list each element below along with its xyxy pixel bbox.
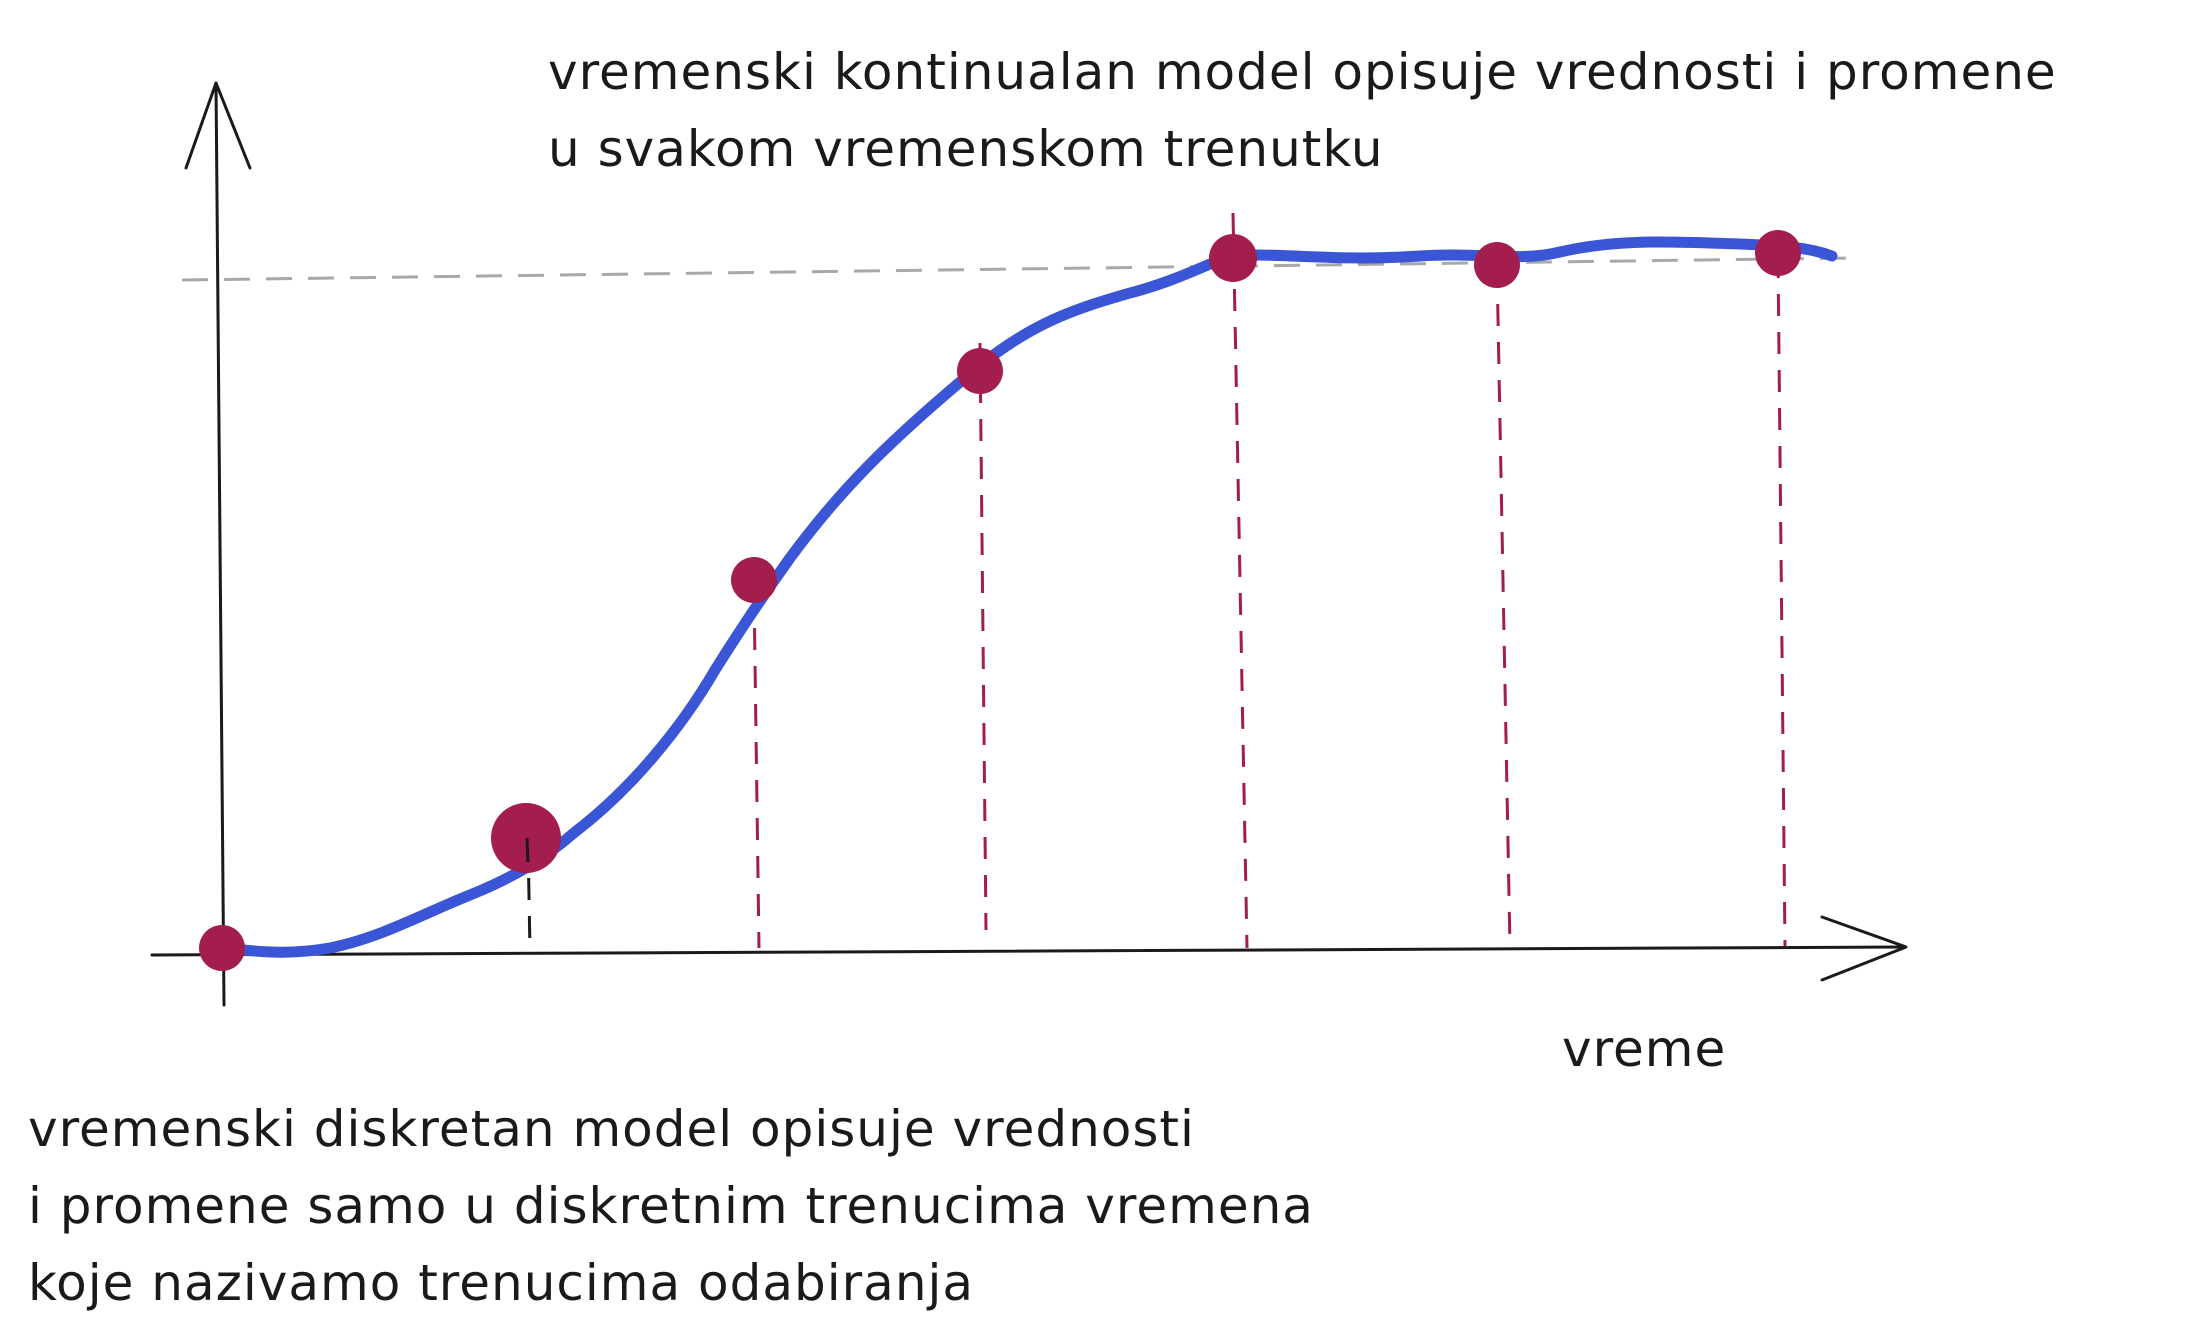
plateau-reference-line	[181, 256, 1853, 282]
sample-guide-line-t6	[1776, 255, 1787, 947]
sample-point-t0	[199, 925, 245, 971]
continuous-model-caption: vremenski kontinualan model opisuje vred…	[548, 34, 2057, 188]
continuous-curve	[216, 236, 1838, 958]
sample-guide-line-t4	[1231, 212, 1249, 949]
y-axis	[214, 81, 226, 1007]
sample-point-t3	[957, 348, 1003, 394]
sample-point-t4	[1209, 234, 1257, 282]
x-axis	[150, 945, 1902, 957]
sampling-guide-lines	[526, 212, 1787, 953]
discrete-caption-line-1: vremenski diskretan model opisuje vredno…	[28, 1100, 1195, 1158]
sample-point-t2	[731, 557, 777, 603]
discrete-model-caption: vremenski diskretan model opisuje vredno…	[28, 1091, 1314, 1322]
sample-guide-line-t2	[752, 589, 761, 949]
sample-guide-line-t3	[978, 342, 988, 931]
y-axis-arrowhead	[184, 81, 252, 170]
continuous-caption-line-2: u svakom vremenskom trenutku	[548, 120, 1384, 178]
sample-guide-line-t5	[1495, 265, 1512, 949]
sample-tick-t1	[525, 837, 530, 863]
discrete-caption-line-2: i promene samo u diskretnim trenucima vr…	[28, 1177, 1314, 1235]
continuous-caption-line-1: vremenski kontinualan model opisuje vred…	[548, 43, 2057, 101]
sample-point-t1	[491, 803, 561, 873]
sample-point-t6	[1755, 230, 1801, 276]
sample-points	[199, 230, 1801, 971]
time-axis-label: vreme	[1562, 1020, 1727, 1078]
x-axis-arrowhead	[1820, 915, 1908, 982]
discrete-caption-line-3: koje nazivamo trenucima odabiranja	[28, 1254, 975, 1312]
sample-point-t5	[1474, 242, 1520, 288]
